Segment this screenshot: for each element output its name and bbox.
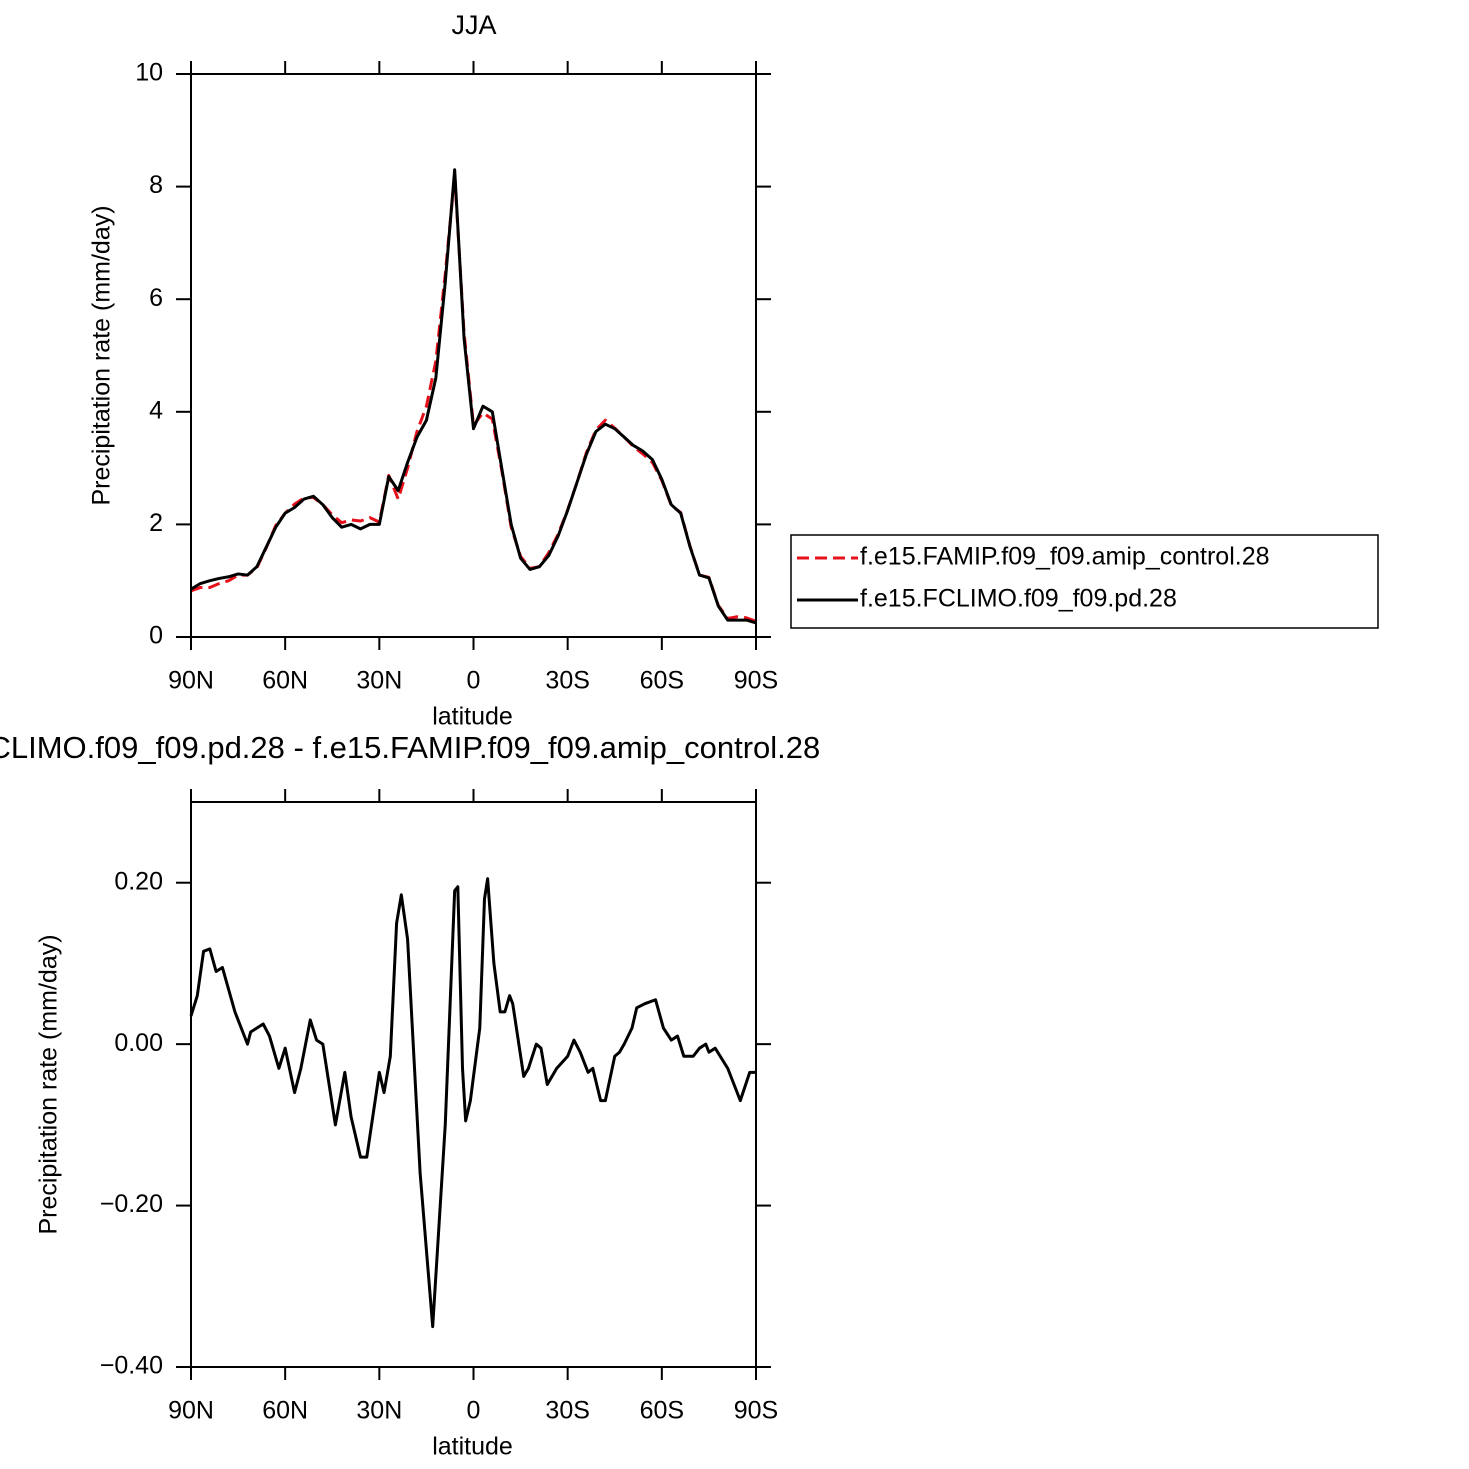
y-axis-label: Precipitation rate (mm/day) xyxy=(35,934,63,1234)
legend-box xyxy=(790,534,1379,629)
chart-title: f.e15.FCLIMO.f09_f09.pd.28 - f.e15.FAMIP… xyxy=(0,730,820,765)
x-tick-label: 0 xyxy=(467,667,481,695)
x-tick-label: 60S xyxy=(640,667,684,695)
x-tick-label: 60S xyxy=(640,1397,684,1425)
data-line xyxy=(190,168,757,625)
x-tick-label: 90S xyxy=(734,1397,778,1425)
y-tick-label: 10 xyxy=(135,59,163,87)
y-tick-label: 0.00 xyxy=(114,1029,163,1057)
x-axis-label: latitude xyxy=(432,703,513,731)
y-tick-label: 2 xyxy=(149,509,163,537)
legend-label: f.e15.FCLIMO.f09_f09.pd.28 xyxy=(860,585,1177,613)
y-tick-label: 6 xyxy=(149,284,163,312)
y-axis-label: Precipitation rate (mm/day) xyxy=(88,205,116,505)
y-tick-label: −0.20 xyxy=(100,1190,163,1218)
x-tick-label: 30S xyxy=(545,667,589,695)
x-tick-label: 90N xyxy=(168,1397,214,1425)
x-tick-label: 60N xyxy=(262,1397,308,1425)
y-tick-label: 4 xyxy=(149,396,163,424)
x-tick-label: 30S xyxy=(545,1397,589,1425)
x-tick-label: 0 xyxy=(467,1397,481,1425)
x-tick-label: 90S xyxy=(734,667,778,695)
chart-title: JJA xyxy=(451,10,496,40)
y-tick-label: 0 xyxy=(149,622,163,650)
x-tick-label: 60N xyxy=(262,667,308,695)
data-line xyxy=(189,877,756,1329)
x-axis-label: latitude xyxy=(432,1433,513,1461)
x-tick-label: 30N xyxy=(356,1397,402,1425)
y-tick-label: 0.20 xyxy=(114,867,163,895)
y-tick-label: 8 xyxy=(149,171,163,199)
legend-label: f.e15.FAMIP.f09_f09.amip_control.28 xyxy=(860,543,1270,571)
x-tick-label: 30N xyxy=(356,667,402,695)
y-tick-label: −0.40 xyxy=(100,1352,163,1380)
x-tick-label: 90N xyxy=(168,667,214,695)
